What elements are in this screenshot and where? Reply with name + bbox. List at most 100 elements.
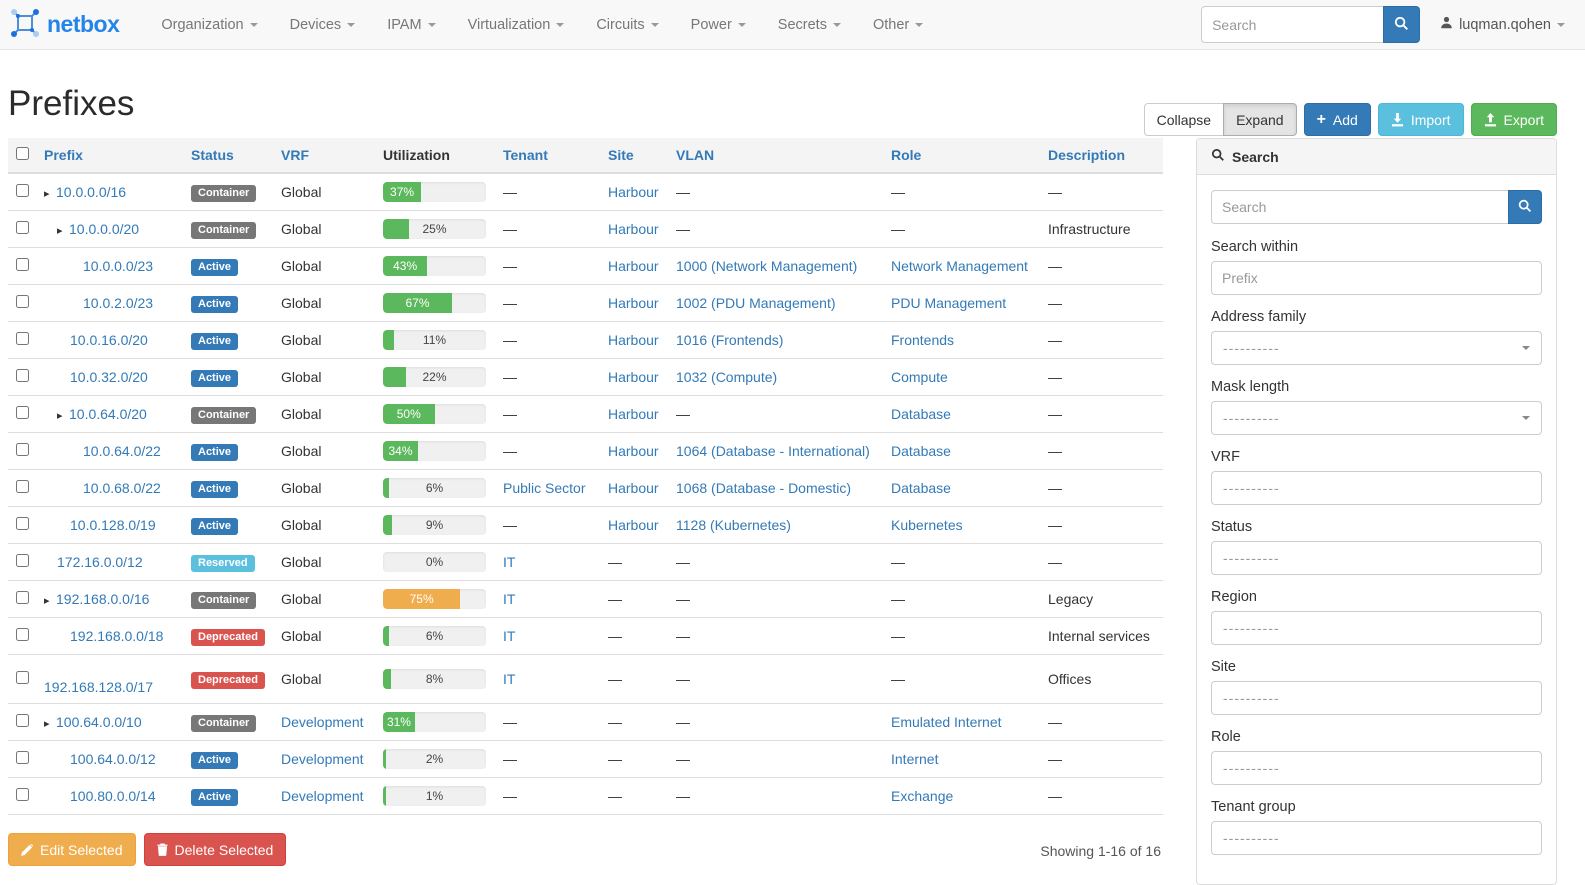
vlan-link[interactable]: 1032 (Compute) <box>676 369 778 385</box>
prefix-link[interactable]: 172.16.0.0/12 <box>57 554 143 570</box>
region-select[interactable]: ---------- <box>1211 611 1542 645</box>
row-checkbox[interactable] <box>16 788 29 801</box>
edit-selected-button[interactable]: Edit Selected <box>8 833 136 866</box>
vlan-link[interactable]: 1128 (Kubernetes) <box>676 517 791 533</box>
row-checkbox[interactable] <box>16 628 29 641</box>
column-header-vlan[interactable]: VLAN <box>668 138 883 174</box>
row-checkbox[interactable] <box>16 258 29 271</box>
nav-menu-power[interactable]: Power <box>675 0 762 49</box>
prefix-link[interactable]: 10.0.64.0/20 <box>69 406 147 422</box>
netbox-logo[interactable]: netbox <box>10 8 120 41</box>
vlan-link[interactable]: 1000 (Network Management) <box>676 258 858 274</box>
row-checkbox[interactable] <box>16 295 29 308</box>
site-link[interactable]: Harbour <box>608 480 659 496</box>
delete-selected-button[interactable]: Delete Selected <box>143 833 287 866</box>
nav-menu-circuits[interactable]: Circuits <box>580 0 674 49</box>
add-button[interactable]: + Add <box>1303 103 1371 136</box>
prefix-link[interactable]: 100.64.0.0/10 <box>56 714 142 730</box>
site-link[interactable]: Harbour <box>608 258 659 274</box>
prefix-link[interactable]: 192.168.0.0/16 <box>56 591 150 607</box>
role-link[interactable]: Frontends <box>891 332 955 348</box>
role-link[interactable]: PDU Management <box>891 295 1007 311</box>
tenant-group-select[interactable]: ---------- <box>1211 821 1542 855</box>
role-link[interactable]: Internet <box>891 751 939 767</box>
global-search-button[interactable] <box>1383 6 1421 43</box>
select-all-checkbox[interactable] <box>16 147 29 160</box>
vlan-link[interactable]: 1002 (PDU Management) <box>676 295 836 311</box>
prefix-link[interactable]: 10.0.0.0/23 <box>83 258 154 274</box>
tenant-link[interactable]: IT <box>503 591 516 607</box>
expand-caret-icon[interactable]: ▸ <box>44 595 50 607</box>
collapse-button[interactable]: Collapse <box>1143 103 1225 136</box>
status-select[interactable]: ---------- <box>1211 541 1542 575</box>
filter-search-button[interactable] <box>1508 190 1542 224</box>
nav-menu-secrets[interactable]: Secrets <box>762 0 857 49</box>
row-checkbox[interactable] <box>16 591 29 604</box>
vlan-link[interactable]: 1016 (Frontends) <box>676 332 784 348</box>
site-link[interactable]: Harbour <box>608 184 659 200</box>
row-checkbox[interactable] <box>16 554 29 567</box>
vrf-select[interactable]: ---------- <box>1211 471 1542 505</box>
site-link[interactable]: Harbour <box>608 406 659 422</box>
row-checkbox[interactable] <box>16 406 29 419</box>
vrf-link[interactable]: Development <box>281 751 364 767</box>
prefix-link[interactable]: 192.168.0.0/18 <box>70 628 164 644</box>
prefix-link[interactable]: 10.0.16.0/20 <box>70 332 148 348</box>
address-family-select[interactable]: ---------- <box>1211 331 1542 365</box>
column-header-site[interactable]: Site <box>600 138 668 174</box>
expand-caret-icon[interactable]: ▸ <box>57 225 63 237</box>
prefix-link[interactable]: 10.0.128.0/19 <box>70 517 156 533</box>
role-link[interactable]: Kubernetes <box>891 517 963 533</box>
import-button[interactable]: Import <box>1377 103 1464 136</box>
column-header-tenant[interactable]: Tenant <box>495 138 600 174</box>
expand-caret-icon[interactable]: ▸ <box>44 718 50 730</box>
nav-menu-other[interactable]: Other <box>857 0 939 49</box>
tenant-link[interactable]: Public Sector <box>503 480 586 496</box>
prefix-link[interactable]: 10.0.68.0/22 <box>83 480 161 496</box>
expand-caret-icon[interactable]: ▸ <box>44 188 50 200</box>
prefix-link[interactable]: 10.0.0.0/20 <box>69 221 140 237</box>
global-search-input[interactable] <box>1201 6 1384 43</box>
column-header-status[interactable]: Status <box>183 138 273 174</box>
prefix-link[interactable]: 10.0.2.0/23 <box>83 295 154 311</box>
column-header-role[interactable]: Role <box>883 138 1040 174</box>
export-button[interactable]: Export <box>1470 103 1557 136</box>
row-checkbox[interactable] <box>16 480 29 493</box>
row-checkbox[interactable] <box>16 332 29 345</box>
row-checkbox[interactable] <box>16 221 29 234</box>
prefix-link[interactable]: 192.168.128.0/17 <box>44 679 153 695</box>
role-link[interactable]: Emulated Internet <box>891 714 1002 730</box>
site-link[interactable]: Harbour <box>608 332 659 348</box>
vlan-link[interactable]: 1064 (Database - International) <box>676 443 870 459</box>
nav-menu-virtualization[interactable]: Virtualization <box>452 0 581 49</box>
expand-button[interactable]: Expand <box>1223 103 1297 136</box>
prefix-link[interactable]: 100.64.0.0/12 <box>70 751 156 767</box>
expand-caret-icon[interactable]: ▸ <box>57 410 63 422</box>
nav-menu-devices[interactable]: Devices <box>274 0 372 49</box>
nav-menu-ipam[interactable]: IPAM <box>371 0 451 49</box>
prefix-link[interactable]: 10.0.32.0/20 <box>70 369 148 385</box>
prefix-link[interactable]: 100.80.0.0/14 <box>70 788 156 804</box>
column-header-vrf[interactable]: VRF <box>273 138 375 174</box>
nav-menu-organization[interactable]: Organization <box>145 0 273 49</box>
vrf-link[interactable]: Development <box>281 788 364 804</box>
role-select[interactable]: ---------- <box>1211 751 1542 785</box>
prefix-link[interactable]: 10.0.0.0/16 <box>56 184 127 200</box>
search-within-input[interactable] <box>1211 261 1542 295</box>
row-checkbox[interactable] <box>16 671 29 684</box>
role-link[interactable]: Exchange <box>891 788 954 804</box>
tenant-link[interactable]: IT <box>503 671 516 687</box>
column-header-description[interactable]: Description <box>1040 138 1163 174</box>
site-link[interactable]: Harbour <box>608 369 659 385</box>
row-checkbox[interactable] <box>16 751 29 764</box>
row-checkbox[interactable] <box>16 443 29 456</box>
tenant-link[interactable]: IT <box>503 554 516 570</box>
role-link[interactable]: Database <box>891 443 951 459</box>
filter-search-input[interactable] <box>1211 190 1508 224</box>
site-link[interactable]: Harbour <box>608 221 659 237</box>
role-link[interactable]: Compute <box>891 369 948 385</box>
user-menu[interactable]: luqman.qohen <box>1420 16 1571 33</box>
mask-length-select[interactable]: ---------- <box>1211 401 1542 435</box>
vlan-link[interactable]: 1068 (Database - Domestic) <box>676 480 852 496</box>
role-link[interactable]: Database <box>891 406 951 422</box>
